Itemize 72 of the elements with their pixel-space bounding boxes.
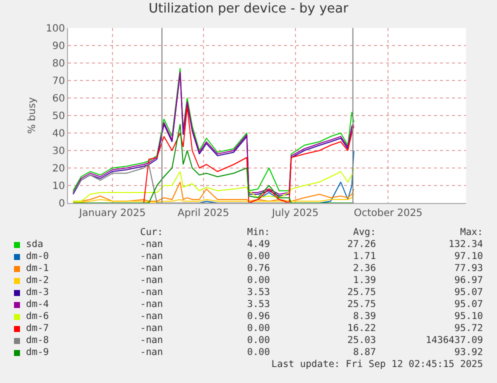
text: 0.00 [247, 335, 270, 347]
y-tick-label: 0 [58, 198, 65, 210]
x-tick-label: July 2025 [270, 208, 319, 219]
legend-label: dm-2 [26, 275, 49, 287]
text: 77.93 [454, 263, 483, 275]
y-tick-label: 70 [52, 76, 65, 87]
text: Min: [247, 227, 270, 239]
legend-label: dm-6 [26, 311, 49, 323]
y-tick-label: 10 [52, 181, 65, 192]
text: 0.96 [247, 311, 270, 323]
text: 25.75 [347, 299, 376, 311]
text: 0.00 [247, 251, 270, 263]
x-tick-label: October 2025 [354, 208, 423, 219]
legend-label: dm-8 [26, 335, 49, 347]
text: 4.49 [247, 239, 270, 251]
text: -nan [140, 263, 163, 275]
text: -nan [140, 299, 163, 311]
legend-label: dm-4 [26, 299, 49, 311]
y-tick-label: 20 [52, 164, 65, 174]
y-axis-title: % busy [26, 97, 38, 134]
text: 93.92 [454, 347, 483, 359]
text: -nan [140, 275, 163, 287]
x-tick-label: April 2025 [178, 208, 230, 219]
y-tick-label: 30 [52, 146, 65, 157]
text: 1.39 [353, 275, 376, 287]
text: -nan [140, 239, 163, 251]
text: -nan [140, 251, 163, 263]
y-tick-label: 80 [52, 58, 65, 70]
text: 2.36 [353, 263, 376, 275]
text: 16.22 [347, 323, 376, 335]
text: 0.00 [247, 323, 270, 335]
text: 95.10 [454, 311, 483, 323]
text: 132.34 [448, 239, 483, 251]
text: 8.87 [353, 347, 376, 359]
text: 0.00 [247, 275, 270, 287]
text: -nan [140, 311, 163, 323]
text: 25.75 [347, 287, 376, 299]
text: 3.53 [247, 299, 270, 311]
y-tick-label: 60 [52, 94, 65, 104]
y-tick-label: 100 [46, 24, 65, 34]
text: 95.07 [454, 287, 483, 299]
text: Max: [460, 227, 483, 239]
text: 0.00 [247, 347, 270, 359]
x-tick-label: January 2025 [78, 208, 146, 219]
text: Avg: [353, 227, 376, 239]
y-tick-label: 50 [52, 111, 65, 122]
y-tick-label: 40 [52, 128, 65, 140]
text: 95.07 [454, 299, 483, 311]
text: 96.97 [454, 275, 483, 287]
legend-label: dm-7 [26, 323, 49, 335]
text: -nan [140, 287, 163, 299]
text: 27.26 [347, 239, 376, 251]
text: 97.10 [454, 251, 483, 263]
text: -nan [140, 347, 163, 359]
y-tick-label: 90 [52, 41, 65, 52]
legend-label: sda [26, 239, 44, 251]
chart-title: Utilization per device - by year [148, 1, 350, 16]
text: 25.03 [347, 335, 376, 347]
legend-label: dm-1 [26, 263, 49, 275]
text: -nan [140, 323, 163, 335]
legend-label: dm-3 [26, 287, 49, 299]
legend-label: dm-9 [26, 347, 49, 359]
legend-label: dm-0 [26, 251, 49, 263]
text: Cur: [140, 227, 163, 239]
text: 95.72 [454, 323, 483, 335]
text: 1.71 [353, 251, 376, 263]
text: Last update: Fri Sep 12 02:45:15 2025 [271, 359, 483, 371]
text: -nan [140, 335, 163, 347]
text: 0.76 [247, 263, 270, 275]
text: 8.39 [353, 311, 376, 323]
text: 3.53 [247, 287, 270, 299]
text: 1436437.09 [426, 335, 483, 347]
